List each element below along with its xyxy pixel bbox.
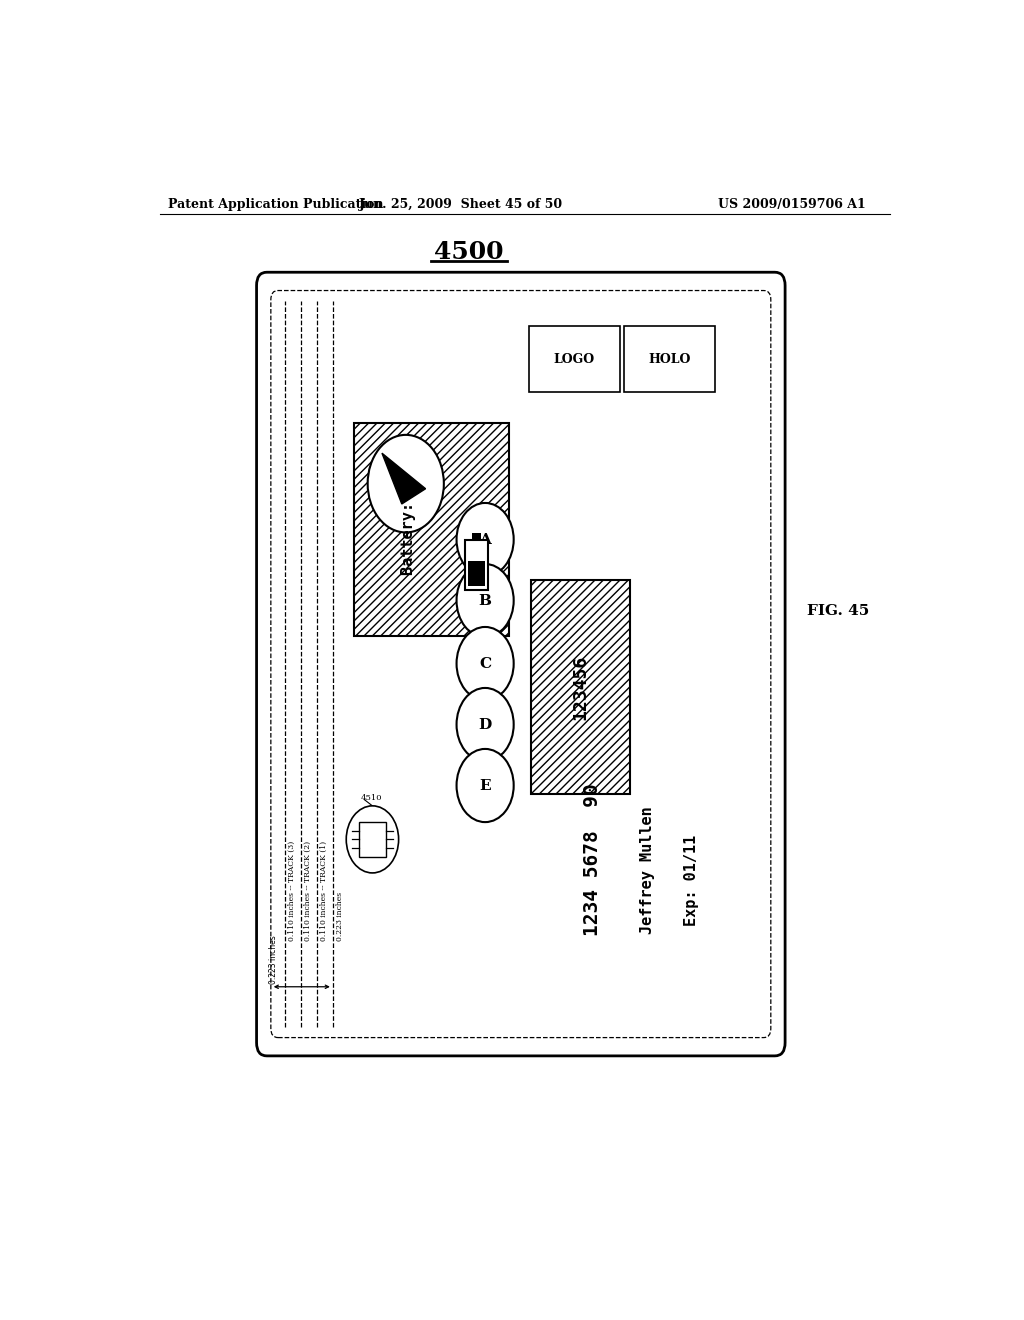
Text: 0.110 inches -- TRACK (3): 0.110 inches -- TRACK (3) [289, 841, 296, 941]
Text: Jun. 25, 2009  Sheet 45 of 50: Jun. 25, 2009 Sheet 45 of 50 [359, 198, 563, 211]
Bar [472, 533, 481, 540]
Text: E: E [479, 779, 490, 792]
Text: 123456: 123456 [571, 655, 590, 719]
Text: FIG. 45: FIG. 45 [807, 603, 869, 618]
Text: D: D [478, 718, 492, 731]
Circle shape [457, 564, 514, 638]
Text: Jeffrey Mullen: Jeffrey Mullen [640, 807, 655, 933]
Bar [359, 822, 386, 857]
Bar [528, 326, 621, 392]
Text: C: C [479, 656, 492, 671]
Bar [465, 540, 487, 590]
Text: 0.110 inches -- TRACK (2): 0.110 inches -- TRACK (2) [304, 841, 312, 941]
Text: 4500: 4500 [434, 240, 504, 264]
Text: Patent Application Publication: Patent Application Publication [168, 198, 383, 211]
FancyBboxPatch shape [257, 272, 785, 1056]
Text: 0.223 inches: 0.223 inches [269, 935, 279, 983]
Circle shape [368, 434, 443, 532]
Bar [354, 422, 509, 636]
Text: Battery: 90: Battery: 90 [400, 475, 416, 576]
Text: A: A [479, 532, 492, 546]
Text: US 2009/0159706 A1: US 2009/0159706 A1 [718, 198, 866, 211]
Bar [531, 581, 631, 793]
Text: 0.110 inches -- TRACK (1): 0.110 inches -- TRACK (1) [321, 841, 328, 941]
Bar [468, 561, 485, 586]
Circle shape [457, 688, 514, 762]
Circle shape [457, 627, 514, 700]
Polygon shape [382, 453, 426, 504]
Circle shape [457, 748, 514, 822]
Text: HOLO: HOLO [648, 352, 691, 366]
Text: LOGO: LOGO [554, 352, 595, 366]
Circle shape [457, 503, 514, 576]
Text: B: B [478, 594, 492, 607]
Text: 4510: 4510 [360, 793, 382, 801]
Circle shape [346, 805, 398, 873]
Bar [624, 326, 715, 392]
Text: Exp: 01/11: Exp: 01/11 [684, 834, 699, 925]
Text: 1234 5678  90: 1234 5678 90 [583, 783, 602, 936]
Text: 0.223 inches: 0.223 inches [336, 892, 344, 941]
